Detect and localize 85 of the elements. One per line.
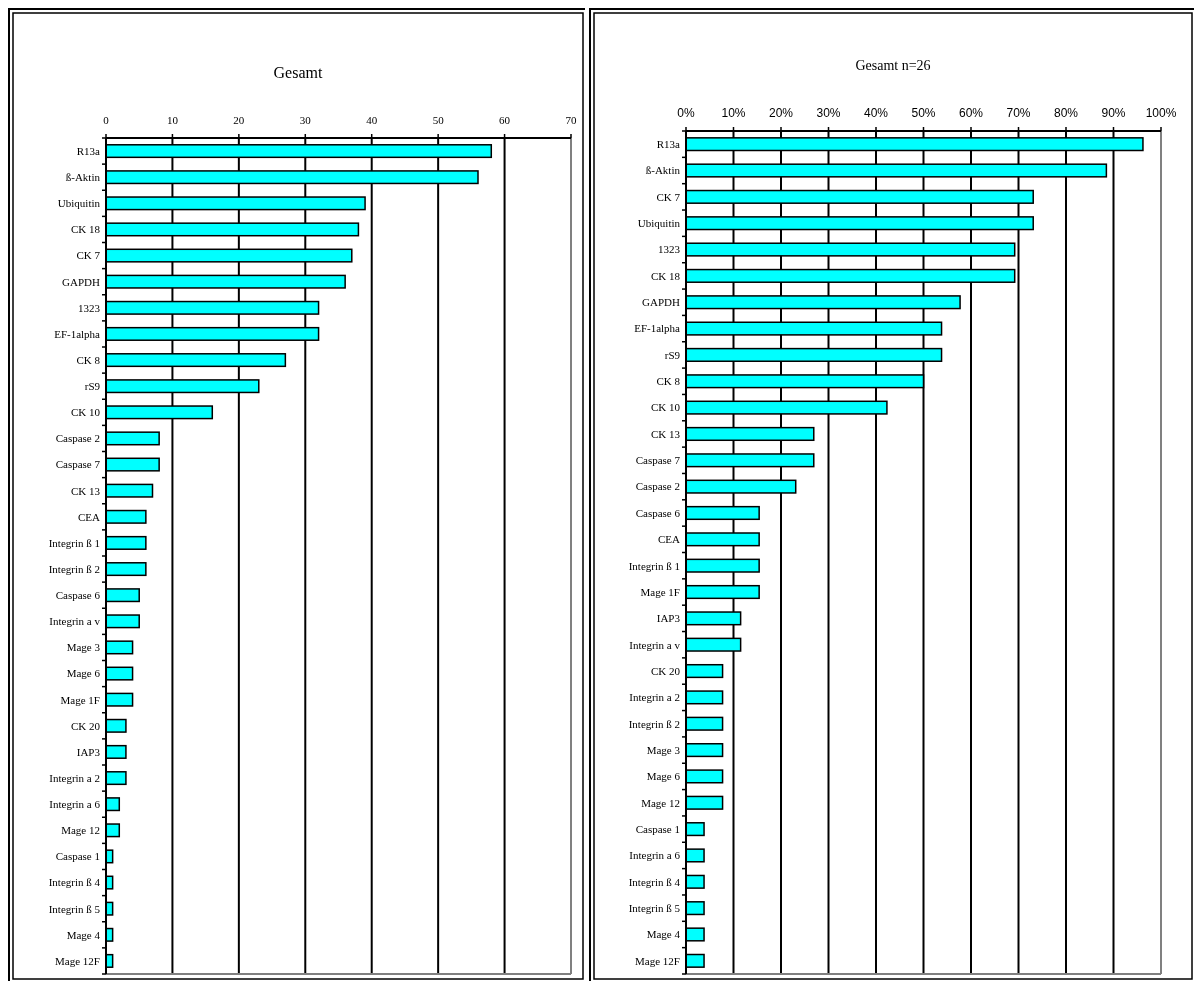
y-tick-label: rS9 [84, 380, 101, 393]
y-tick-label: Integrin ß 5 [48, 902, 101, 915]
y-tick-label: Caspase 2 [55, 432, 100, 445]
y-tick-label: EF-1alpha [634, 322, 681, 335]
y-tick-label: CK 10 [651, 401, 681, 414]
y-tick-label: GAPDH [642, 296, 681, 309]
x-tick-label: 60% [959, 106, 984, 120]
y-tick-label: Mage 1F [640, 585, 681, 598]
y-tick-label: CK 8 [656, 375, 681, 388]
y-tick-label: Mage 3 [646, 743, 681, 756]
x-tick-label: 100% [1145, 106, 1177, 120]
y-tick-label: Caspase 1 [55, 850, 100, 863]
y-tick-label: CK 13 [651, 427, 681, 440]
y-tick-label: EF-1alpha [54, 327, 101, 340]
y-tick-label: Mage 12 [641, 796, 681, 809]
x-tick-label: 0% [677, 106, 696, 120]
x-tick-label: 10 [166, 114, 179, 126]
y-tick-label: CK 20 [70, 719, 101, 732]
y-tick-label: Integrin a 2 [49, 771, 100, 784]
x-tick-label: 90% [1101, 106, 1126, 120]
x-tick-label: 30 [299, 114, 312, 126]
y-tick-label: GAPDH [62, 275, 101, 288]
y-tick-label: CK 7 [76, 249, 101, 262]
y-tick-label: ß-Aktin [65, 171, 101, 184]
x-tick-label: 30% [816, 106, 841, 120]
x-tick-label: 10% [721, 106, 746, 120]
x-tick-label: 20% [769, 106, 794, 120]
chart-title: Gesamt n=26 [855, 58, 931, 73]
y-tick-label: Integrin ß 4 [48, 876, 101, 889]
y-tick-label: CK 10 [70, 406, 101, 419]
x-tick-label: 50% [911, 106, 936, 120]
y-tick-label: Mage 6 [66, 667, 101, 680]
y-tick-label: Integrin a v [629, 638, 681, 651]
y-tick-label: ß-Aktin [645, 164, 681, 177]
y-tick-label: Mage 6 [646, 770, 681, 783]
x-tick-label: 20 [233, 114, 245, 126]
y-tick-label: Integrin ß 4 [628, 875, 681, 888]
y-tick-label: Mage 4 [646, 928, 681, 941]
y-tick-label: Caspase 1 [635, 822, 681, 835]
x-tick-label: 0 [103, 114, 110, 126]
y-tick-label: IAP3 [656, 612, 681, 625]
y-tick-label: Integrin ß 2 [48, 562, 100, 575]
y-tick-label: Mage 3 [66, 641, 101, 654]
y-tick-label: Mage 1F [60, 693, 100, 706]
y-tick-label: Caspase 6 [55, 589, 101, 602]
x-tick-label: 70% [1006, 106, 1031, 120]
y-tick-label: CEA [658, 533, 681, 546]
y-tick-label: CK 20 [651, 664, 681, 677]
y-tick-label: CK 7 [656, 190, 681, 203]
y-tick-label: 1323 [658, 243, 681, 256]
y-tick-label: Mage 4 [66, 928, 101, 941]
y-tick-label: Integrin a 6 [629, 849, 681, 862]
x-tick-label: 40 [366, 114, 378, 126]
y-tick-label: Caspase 7 [55, 458, 101, 471]
y-tick-label: Mage 12F [635, 954, 681, 967]
chart-title: Gesamt [273, 64, 323, 81]
x-tick-label: 50 [432, 114, 445, 126]
x-tick-label: 60 [499, 114, 511, 126]
y-tick-label: IAP3 [76, 745, 101, 758]
y-tick-label: R13a [76, 144, 101, 157]
y-tick-label: R13a [656, 138, 681, 151]
y-tick-label: CEA [78, 510, 101, 523]
y-tick-label: Ubiquitin [637, 217, 681, 230]
y-tick-label: rS9 [664, 348, 681, 361]
y-tick-label: Caspase 6 [635, 506, 681, 519]
x-tick-label: 40% [864, 106, 889, 120]
y-tick-label: Mage 12F [55, 954, 100, 967]
y-tick-label: Ubiquitin [57, 197, 101, 210]
y-tick-label: Integrin ß 2 [628, 717, 681, 730]
y-tick-label: CK 18 [70, 223, 101, 236]
y-tick-label: Integrin a 6 [49, 798, 101, 811]
y-tick-label: CK 13 [70, 484, 101, 497]
y-tick-label: Caspase 7 [635, 454, 681, 467]
y-tick-label: Integrin ß 5 [628, 901, 681, 914]
y-tick-label: 1323 [78, 301, 101, 314]
y-tick-label: Mage 12 [61, 824, 100, 837]
y-tick-label: Integrin a v [49, 615, 101, 628]
y-tick-label: Caspase 2 [635, 480, 681, 493]
y-tick-label: CK 8 [76, 353, 101, 366]
y-tick-label: Integrin ß 1 [48, 536, 100, 549]
x-tick-label: 80% [1054, 106, 1079, 120]
x-tick-label: 70 [565, 114, 577, 126]
y-tick-label: Integrin ß 1 [628, 559, 681, 572]
y-tick-label: CK 18 [651, 269, 681, 282]
y-tick-label: Integrin a 2 [629, 691, 681, 704]
